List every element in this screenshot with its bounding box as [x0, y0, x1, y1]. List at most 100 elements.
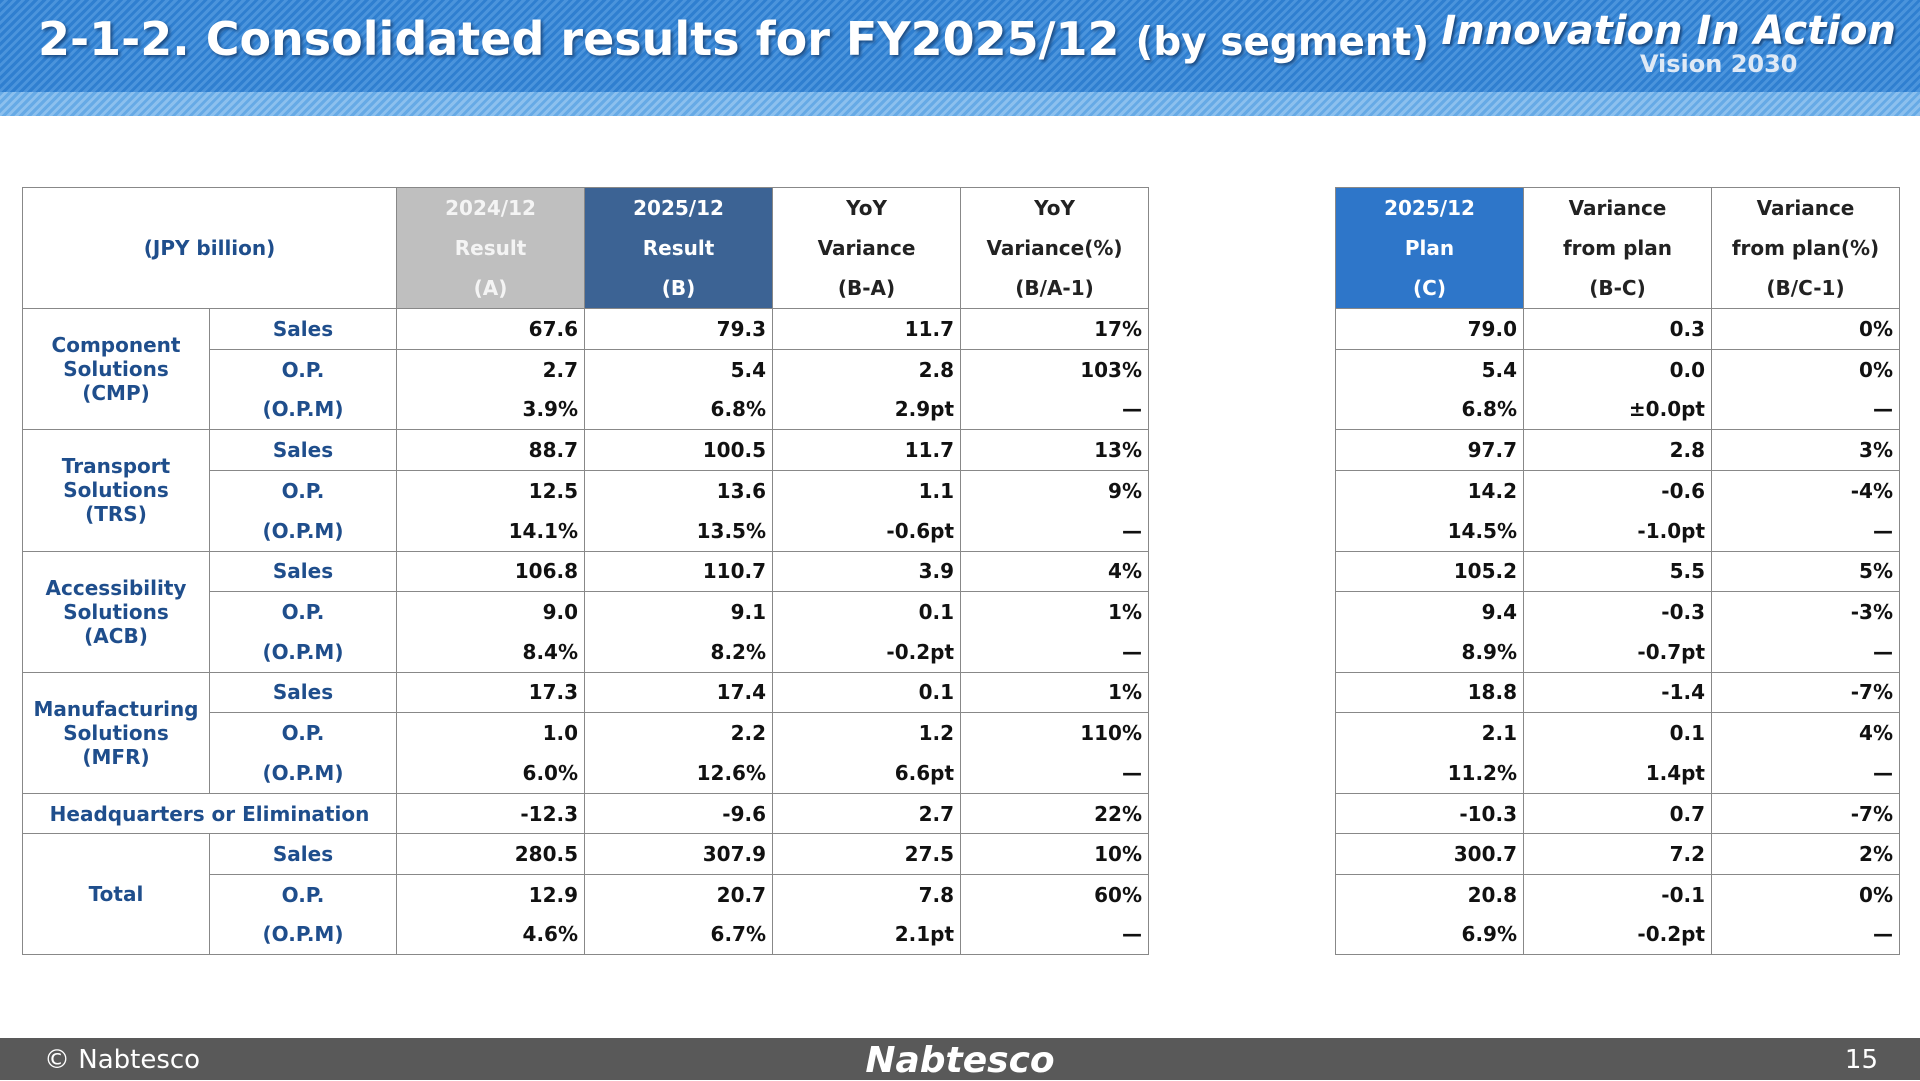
column-header: Variance: [1523, 187, 1712, 228]
segment-name: Transport Solutions (TRS): [22, 429, 210, 552]
results-table: (JPY billion) 2024/12 2025/12 YoY YoY Result R…: [21, 187, 1150, 956]
cell-value: -0.2pt: [1523, 914, 1712, 955]
cell-value: 9.4: [1335, 590, 1524, 632]
row-label: Sales: [208, 671, 398, 713]
data-row: 9.4 -0.3 -3%: [1335, 590, 1900, 632]
cell-value: 280.5: [396, 833, 586, 875]
copyright: © Nabtesco: [44, 1045, 201, 1075]
cell-value: 9.0: [396, 590, 586, 632]
title-suffix: (by segment): [1135, 20, 1430, 65]
cell-value: 2.8: [772, 348, 962, 390]
data-row: 79.0 0.3 0%: [1335, 308, 1900, 350]
cell-value: 10%: [960, 833, 1150, 875]
column-header: Variance(%): [960, 227, 1150, 269]
cell-value: 17.4: [584, 671, 774, 713]
logo-sub: Vision 2030: [1639, 50, 1798, 78]
cell-value: 2.8: [1523, 429, 1712, 471]
data-row: Total Sales 280.5 307.9 27.5 10%: [22, 833, 1150, 955]
cell-value: 110%: [960, 712, 1150, 753]
cell-value: —: [960, 752, 1150, 794]
data-row: 14.5% -1.0pt —: [1335, 510, 1900, 552]
cell-value: 0.1: [772, 671, 962, 713]
cell-value: -3%: [1711, 590, 1900, 632]
cell-value: 27.5: [772, 833, 962, 875]
cell-value: 100.5: [584, 429, 774, 471]
segment-name: Headquarters or Elimination: [21, 792, 398, 834]
data-row: 5.4 0.0 0%: [1335, 348, 1900, 390]
data-row: 2.1 0.1 4%: [1335, 712, 1900, 753]
row-label: O.P.: [208, 873, 398, 915]
footer: © Nabtesco Nabtesco 15: [0, 1038, 1920, 1081]
data-row: 8.9% -0.7pt —: [1335, 631, 1900, 673]
cell-value: 1.1: [772, 469, 962, 511]
header-row: (JPY billion) 2024/12 2025/12 YoY YoY: [21, 187, 1150, 309]
data-row: 300.7 7.2 2%: [1335, 833, 1900, 875]
data-row: 11.2% 1.4pt —: [1335, 752, 1900, 794]
logo-text: Innovation In Action: [1441, 8, 1896, 54]
cell-value: 2.2: [584, 712, 774, 753]
data-row: Transport Solutions (TRS) Sales 88.7 100.5 1…: [22, 429, 1150, 552]
cell-value: —: [960, 914, 1150, 955]
header-row: (C) (B-C) (B/C-1): [1335, 268, 1900, 309]
cell-value: 14.2: [1335, 469, 1524, 511]
cell-value: -1.4: [1523, 671, 1712, 713]
cell-value: 3.9: [772, 550, 962, 592]
page-number: 15: [1844, 1045, 1878, 1075]
row-label: (O.P.M): [208, 631, 398, 673]
logo: Innovation In Action Vision 2030: [1441, 8, 1896, 78]
cell-value: 13.5%: [584, 510, 774, 552]
cell-value: —: [1711, 752, 1900, 794]
cell-value: 17%: [960, 308, 1150, 350]
cell-value: 0%: [1711, 308, 1900, 350]
cell-value: 2.1: [1335, 712, 1524, 753]
data-row: O.P. 9.0 9.1 0.1 1%: [23, 590, 1150, 632]
cell-value: 0.1: [772, 590, 962, 632]
data-row: 20.8 -0.1 0%: [1335, 873, 1900, 915]
column-header: Plan: [1335, 227, 1524, 269]
column-header: (C): [1335, 268, 1524, 309]
cell-value: 5.4: [1335, 348, 1524, 390]
data-row: (O.P.M) 8.4% 8.2% -0.2pt —: [23, 631, 1150, 673]
column-header: 2025/12: [1335, 187, 1524, 228]
cell-value: 79.3: [584, 308, 774, 350]
cell-value: 12.9: [396, 873, 586, 915]
data-row: 97.7 2.8 3%: [1335, 429, 1900, 471]
cell-value: -0.6: [1523, 469, 1712, 511]
cell-value: —: [1711, 389, 1900, 430]
cell-value: 60%: [960, 873, 1150, 915]
cell-value: 1.0: [396, 712, 586, 753]
cell-value: ±0.0pt: [1523, 389, 1712, 430]
cell-value: -10.3: [1335, 792, 1524, 834]
column-header: from plan: [1523, 227, 1712, 269]
cell-value: 2.1pt: [772, 914, 962, 955]
row-label: (O.P.M): [208, 389, 398, 430]
cell-value: 3%: [1711, 429, 1900, 471]
cell-value: 67.6: [396, 308, 586, 350]
brand: Nabtesco: [865, 1040, 1055, 1081]
header-band: 2-1-2. Consolidated results for FY2025/1…: [0, 0, 1920, 116]
cell-value: 6.8%: [1335, 389, 1524, 430]
column-header: (B-A): [772, 268, 962, 309]
cell-value: 103%: [960, 348, 1150, 390]
cell-value: 9.1: [584, 590, 774, 632]
cell-value: 20.7: [584, 873, 774, 915]
segment-name: Accessibility Solutions (ACB): [22, 550, 210, 673]
row-label: Sales: [208, 550, 398, 592]
data-row: 6.8% ±0.0pt —: [1335, 389, 1900, 430]
data-row: Manufacturing Solutions (MFR) Sales 17.3 17…: [22, 671, 1150, 794]
cell-value: 79.0: [1335, 308, 1524, 350]
cell-value: 11.7: [772, 429, 962, 471]
cell-value: 1%: [960, 671, 1150, 713]
cell-value: 5.4: [584, 348, 774, 390]
cell-value: 8.2%: [584, 631, 774, 673]
cell-value: 6.7%: [584, 914, 774, 955]
data-row: 6.9% -0.2pt —: [1335, 914, 1900, 955]
data-row: (O.P.M) 4.6% 6.7% 2.1pt —: [23, 914, 1150, 955]
cell-value: 0%: [1711, 873, 1900, 915]
column-header: (A): [396, 268, 586, 309]
column-header: Variance: [772, 227, 962, 269]
cell-value: 3.9%: [396, 389, 586, 430]
cell-value: 1.2: [772, 712, 962, 753]
cell-value: 2.9pt: [772, 389, 962, 430]
